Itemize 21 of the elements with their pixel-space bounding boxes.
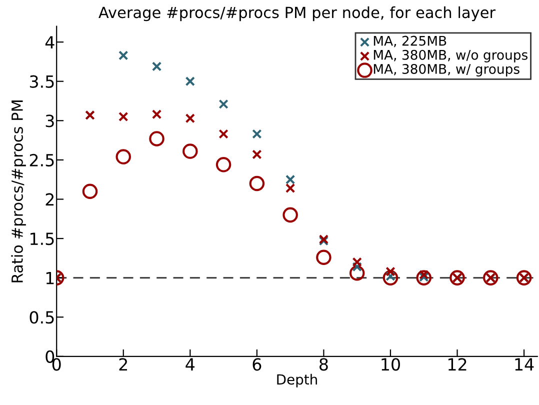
x-axis-title: Depth <box>277 374 317 388</box>
x-tick-label: 6 <box>252 358 262 371</box>
y-axis-title: Ratio #procs/#procs PM <box>11 100 26 282</box>
legend-label: MA, 380MB, w/o groups <box>374 50 528 62</box>
legend-label: MA, 225MB <box>374 36 446 48</box>
y-tick-label: 1.5 <box>30 232 54 246</box>
x-tick-label: 8 <box>320 358 328 371</box>
legend-label: MA, 380MB, w/ groups <box>374 64 520 77</box>
x-tick-label: 4 <box>186 358 195 370</box>
y-tick-label: 4 <box>45 36 54 48</box>
y-tick-label: 0.5 <box>30 311 54 324</box>
y-tick-label: 3 <box>46 114 54 128</box>
chart-title: Average #procs/#procs PM per node, for each layer <box>98 6 496 22</box>
x-tick-label: 10 <box>382 358 400 371</box>
y-tick-label: 2 <box>46 193 54 206</box>
y-tick-label: 1 <box>46 272 54 284</box>
x-tick-label: 14 <box>515 358 534 370</box>
y-tick-label: 3.5 <box>30 75 54 88</box>
x-tick-label: 12 <box>448 358 466 370</box>
y-tick-label: 2.5 <box>30 154 54 166</box>
x-tick-label: 2 <box>119 358 128 370</box>
